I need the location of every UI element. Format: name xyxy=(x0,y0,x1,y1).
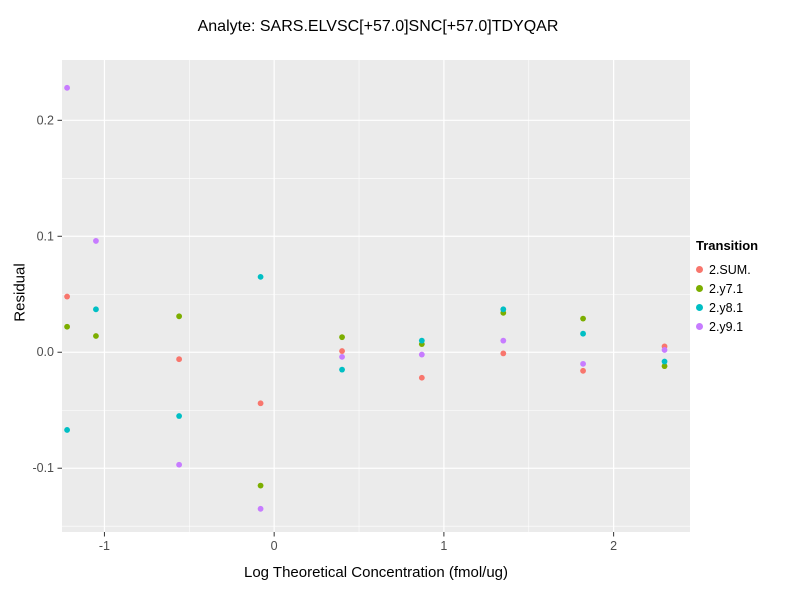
data-point xyxy=(176,413,183,419)
legend-item: 2.y9.1 xyxy=(696,317,758,336)
legend-label: 2.y8.1 xyxy=(709,300,744,315)
data-point xyxy=(64,293,70,300)
legend-swatch-icon xyxy=(696,304,703,311)
data-point xyxy=(64,427,70,433)
data-point xyxy=(661,358,668,365)
x-tick-label: 0 xyxy=(271,539,278,553)
data-point xyxy=(176,356,183,363)
y-tick-label: 0.0 xyxy=(37,345,54,359)
data-point xyxy=(580,315,586,322)
x-axis-label: Log Theoretical Concentration (fmol/ug) xyxy=(243,564,509,581)
y-tick-label: 0.1 xyxy=(37,229,54,243)
data-point xyxy=(418,337,425,344)
legend-label: 2.y7.1 xyxy=(709,281,744,296)
y-axis-label: Residual xyxy=(11,263,29,322)
data-point xyxy=(176,461,183,468)
legend-swatch-icon xyxy=(696,323,703,330)
legend: Transition 2.SUM. 2.y7.1 2.y8.1 2.y9.1 xyxy=(696,238,758,336)
plot-title: Analyte: SARS.ELVSC[+57.0]SNC[+57.0]TDYQ… xyxy=(197,18,559,35)
data-point xyxy=(339,334,345,341)
legend-items: 2.SUM. 2.y7.1 2.y8.1 2.y9.1 xyxy=(696,260,758,336)
data-point xyxy=(339,353,345,360)
legend-item: 2.y7.1 xyxy=(696,279,758,298)
legend-swatch-icon xyxy=(696,266,703,273)
data-point xyxy=(64,84,70,91)
data-point xyxy=(257,400,264,407)
data-point xyxy=(339,366,345,373)
data-point xyxy=(418,351,425,358)
data-point xyxy=(500,306,507,313)
data-point xyxy=(93,238,99,244)
x-tick-label: 1 xyxy=(440,539,447,553)
data-point xyxy=(257,505,264,512)
legend-item: 2.y8.1 xyxy=(696,298,758,317)
data-point xyxy=(93,333,99,339)
data-point xyxy=(93,306,99,313)
x-tick-label: 2 xyxy=(610,539,617,553)
data-point xyxy=(418,374,425,381)
data-point xyxy=(580,360,586,367)
plot-panel xyxy=(62,60,690,532)
data-point xyxy=(661,363,668,370)
data-point xyxy=(257,273,264,280)
data-point xyxy=(176,313,183,320)
data-point xyxy=(257,482,264,489)
y-tick-label: -0.1 xyxy=(32,461,54,475)
data-point xyxy=(64,323,70,330)
legend-swatch-icon xyxy=(696,285,703,292)
data-point xyxy=(339,348,345,354)
legend-title: Transition xyxy=(696,238,759,253)
data-point xyxy=(580,367,586,374)
x-tick-label: -1 xyxy=(99,539,110,553)
y-tick-label: 0.2 xyxy=(37,113,54,127)
legend-label: 2.y9.1 xyxy=(709,319,744,334)
legend-label: 2.SUM. xyxy=(709,262,751,277)
data-point xyxy=(580,330,586,337)
data-point xyxy=(500,337,507,344)
data-point xyxy=(661,347,668,353)
data-point xyxy=(500,350,507,357)
legend-item: 2.SUM. xyxy=(696,260,758,279)
